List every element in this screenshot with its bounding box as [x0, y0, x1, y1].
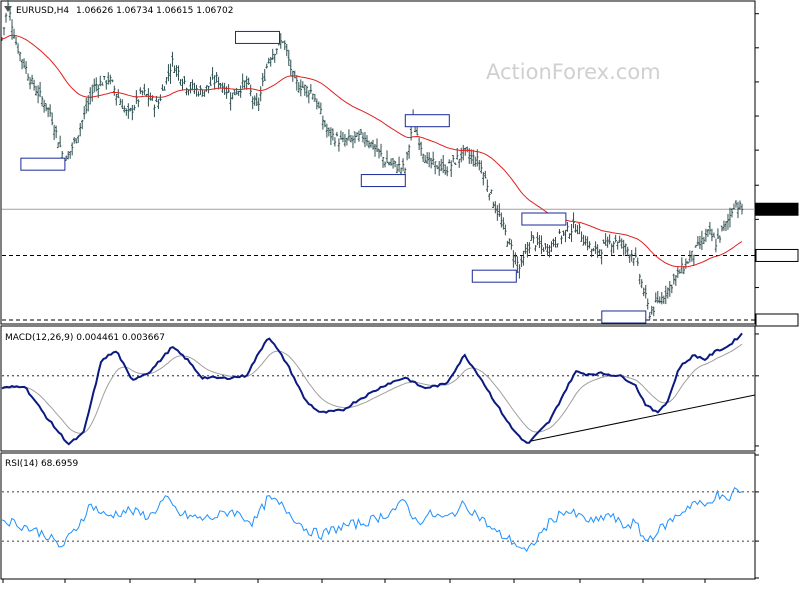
watermark: ActionForex.com	[486, 60, 661, 84]
rsi-panel: RSI(14) 68.6959	[1, 459, 755, 553]
price-callout-box	[235, 30, 280, 44]
macd-signal-line	[1, 343, 743, 434]
rsi-line	[1, 486, 743, 553]
macd-panel-frame	[0, 325, 756, 452]
price-callout-box	[521, 212, 567, 226]
price-panel-frame	[0, 0, 756, 325]
rsi-panel-title: RSI(14) 68.6959	[5, 459, 78, 469]
current-price-label-box	[755, 202, 799, 216]
macd-trendline	[530, 394, 756, 442]
lower-level-label-box	[755, 313, 799, 327]
macd-line	[1, 332, 743, 446]
price-callout-box	[471, 269, 517, 283]
support-level-label-box	[755, 248, 799, 262]
rsi-panel-frame	[0, 452, 756, 580]
macd-panel: MACD(12,26,9) 0.004461 0.003667	[1, 332, 756, 446]
price-callout-box	[20, 157, 66, 171]
price-callout-box	[360, 174, 406, 188]
price-panel: EURUSD,H4 1.06626 1.06734 1.06615 1.0670…	[0, 0, 755, 324]
macd-panel-title: MACD(12,26,9) 0.004461 0.003667	[5, 333, 165, 343]
price-panel-ohlc: 1.06626 1.06734 1.06615 1.06702	[76, 6, 233, 16]
ohlc-bars	[0, 0, 744, 321]
price-callout-box	[404, 114, 450, 128]
moving-average-line	[1, 34, 743, 268]
axes	[2, 13, 799, 583]
price-panel-title: EURUSD,H4	[16, 6, 69, 16]
price-callout-box	[601, 310, 647, 324]
